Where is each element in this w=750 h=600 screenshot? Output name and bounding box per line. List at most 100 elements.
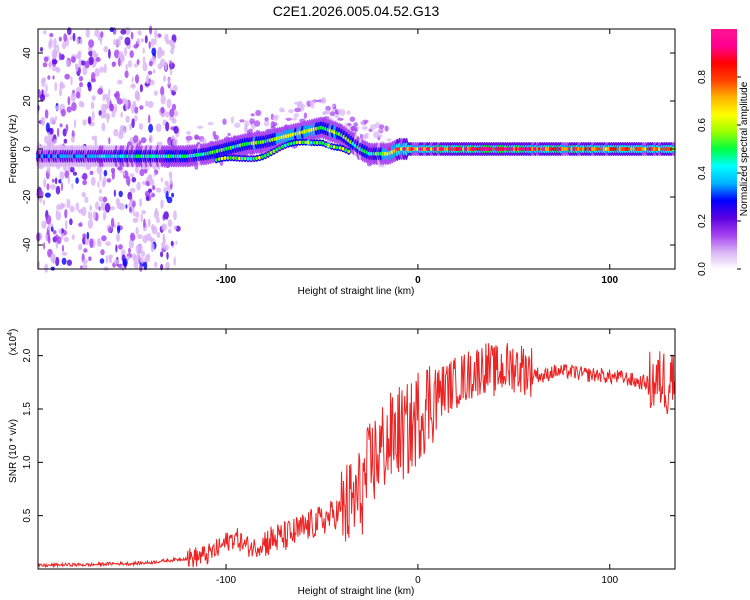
spectrogram-halo-cell [185,135,193,141]
spectrogram-noise-cell [61,244,65,252]
spectrogram-branch-core [252,156,256,161]
spectrogram-noise-cell [168,228,172,234]
spectrogram-noise-cell [169,61,173,70]
spectrogram-noise-cell [124,36,131,46]
spectrogram-noise-cell [100,249,105,256]
spectrogram-noise-cell [105,241,111,247]
spectrogram-noise-cell [43,242,46,250]
spectrogram-peak-dot [395,147,399,151]
spectrogram-halo-cell [230,116,235,124]
spectrogram-branch-core [318,141,322,145]
spectrogram-noise-cell [58,179,62,184]
spectrogram-branch-core [347,149,351,154]
spectrogram-noise-cell [82,263,88,270]
spectrogram-noise-cell [160,251,164,258]
spectrogram-noise-cell [56,204,62,211]
spectrogram-halo-cell [361,125,368,131]
spectrogram-noise-cell [65,220,68,230]
spectrogram-noise-cell [91,110,95,121]
spectrogram-noise-cell [175,240,178,245]
spectrogram-noise-cell [42,62,48,68]
spectrogram-noise-cell [99,258,105,264]
spectrogram-branch-core [269,151,273,155]
snr-panel: -100 0 100 0.5 1.0 1.5 2.0 Height of straight… [7,328,676,597]
spectrogram-noise-cell [41,220,47,229]
spectrogram-noise-cell [73,119,77,129]
spectrogram-noise-cell [46,141,52,148]
spectrogram-noise-cell [139,198,143,208]
spectrogram-noise-cell [99,35,103,46]
spectrogram-noise-cell [58,87,63,97]
spectrogram-noise-cell [157,165,160,171]
colorbar-tick-label: 0.6 [697,118,708,132]
spectrogram-branch-core [281,144,285,149]
spectrogram-noise-cell [154,36,157,46]
spectrogram-noise-cell [165,190,169,200]
spectrogram-noise-cell [130,83,136,89]
spectrogram-noise-cell [61,251,68,256]
spectrogram-halo-cell [299,104,306,109]
spectrogram-halo-cell [334,115,341,119]
spectrogram-peak-dot [410,147,414,151]
spectrogram-halo-cell [344,122,348,128]
spectrogram-noise-cell [156,217,160,224]
spectrogram-noise-cell [49,116,56,125]
spectrogram-noise-cell [155,123,162,132]
spectrogram-noise-cell [45,214,52,225]
spectrogram-noise-cell [136,252,140,261]
spectrogram-noise-cell [84,60,90,69]
spectrogram-noise-cell [104,93,109,100]
spectrogram-noise-cell [166,98,172,109]
spectrogram-noise-cell [150,38,155,47]
spectrogram-noise-cell [163,186,167,194]
spectrogram-noise-cell [160,263,164,271]
colorbar-tick-label: 0.0 [697,262,708,276]
spectrogram-noise-cell [133,115,138,122]
spectrogram-noise-cell [149,25,153,35]
spectrogram-halo-cell [293,101,301,105]
spectrogram-branch-core [324,142,328,147]
spectrogram-noise-cell [94,68,100,77]
spectrogram-noise-cell [118,190,123,198]
spectrogram-noise-cell [162,75,167,82]
spectrogram-peak-dot [433,147,437,151]
spectrogram-noise-cell [69,218,73,226]
spectrogram-noise-cell [142,235,148,244]
spectrogram-noise-cell [111,110,116,118]
spectrogram-noise-cell [134,74,140,84]
spectrogram-noise-cell [169,108,175,118]
spectrogram-noise-cell [146,74,150,85]
spectrogram-y-tick-label: 0 [22,146,33,152]
spectrogram-cells [35,25,676,274]
spectrogram-halo-cell [369,124,376,131]
spectrogram-halo-cell [285,117,292,121]
spectrogram-noise-cell [66,259,72,266]
spectrogram-noise-cell [147,70,153,75]
spectrogram-branch-core [246,157,250,161]
spectrogram-noise-cell [70,92,77,102]
spectrogram-noise-cell [149,134,153,144]
spectrogram-noise-cell [144,255,151,263]
spectrogram-peak-dot [456,147,460,151]
spectrogram-noise-cell [140,257,144,264]
spectrogram-noise-cell [162,233,166,242]
spectrogram-noise-cell [88,256,92,262]
spectrogram-noise-cell [133,211,136,217]
spectrogram-noise-cell [103,169,108,177]
spectrogram-halo-cell [353,122,359,127]
spectrogram-branch-core [258,155,262,160]
spectrogram-peak-dot [495,147,499,151]
snr-y-multiplier-base: (x10 [8,335,19,355]
spectrogram-noise-cell [72,32,76,42]
spectrogram-noise-cell [144,82,150,87]
spectrogram-peak-dot [510,147,514,151]
spectrogram-noise-cell [82,119,87,126]
spectrogram-branch-core [249,157,253,161]
spectrogram-noise-cell [75,202,80,211]
spectrogram-x-tick-label: 100 [601,275,618,286]
spectrogram-noise-cell [160,177,163,183]
spectrogram-noise-cell [136,91,141,102]
colorbar-gradient [711,29,737,269]
spectrogram-halo-cell [239,119,245,123]
spectrogram-halo-cell [291,117,298,121]
